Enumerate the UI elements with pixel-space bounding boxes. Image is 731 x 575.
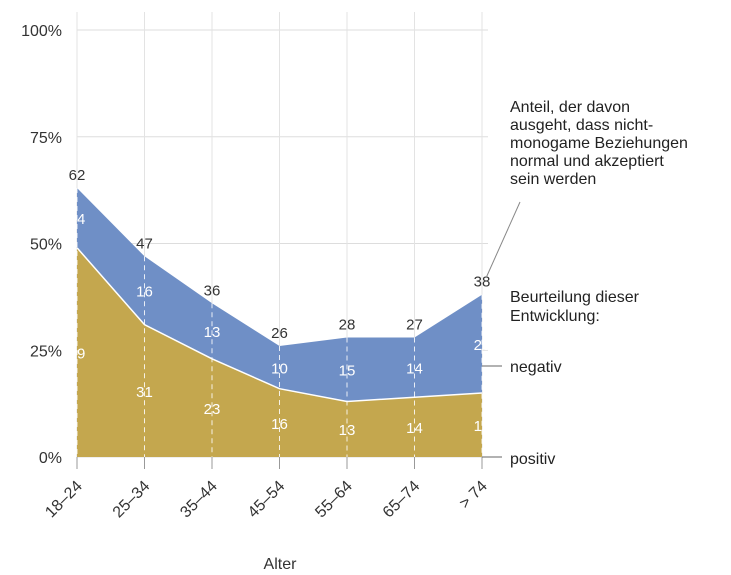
data-labels: 62 14 49 47 16 31 36 13 23 26 10 16 28 15 13 27 14 14 38 23…	[69, 167, 491, 439]
total-label: 38	[474, 274, 491, 291]
positiv-value-label: 14	[406, 420, 423, 437]
total-label: 47	[136, 235, 153, 252]
area-negativ	[77, 187, 482, 402]
negativ-value-label: 13	[204, 324, 221, 341]
total-label: 62	[69, 167, 86, 184]
x-tick-label: 55–64	[312, 478, 356, 522]
total-label: 26	[271, 325, 288, 342]
negativ-value-label: 14	[69, 211, 86, 228]
positiv-value-label: 31	[136, 384, 153, 401]
area-boundary	[76, 247, 483, 403]
legend-positiv-label: positiv	[510, 451, 555, 468]
y-tick-label: 50%	[30, 237, 62, 254]
y-tick-label: 0%	[39, 450, 62, 467]
x-tick-label: 35–44	[177, 478, 221, 522]
positiv-value-label: 13	[339, 422, 356, 439]
area-layer	[76, 187, 483, 457]
total-label: 36	[204, 282, 221, 299]
y-tick-label: 25%	[30, 343, 62, 360]
area-positiv	[77, 247, 482, 457]
x-tick-label: 65–74	[380, 478, 424, 522]
annotation-total-line: sein werden	[510, 171, 596, 188]
annotation-total-line: Anteil, der davon	[510, 99, 630, 116]
x-tick-label: 45–54	[245, 478, 289, 522]
annotation-total-line: ausgeht, dass nicht-	[510, 117, 653, 134]
x-tick-label: > 74	[456, 478, 490, 512]
total-label: 28	[339, 316, 356, 333]
legend-title-line: Beurteilung dieser	[510, 289, 640, 306]
positiv-value-label: 15	[474, 418, 491, 435]
legend-title-line: Entwicklung:	[510, 308, 600, 325]
positiv-value-label: 49	[69, 345, 86, 362]
annotation-total-line: monogame Beziehungen	[510, 135, 688, 152]
negativ-value-label: 16	[136, 283, 153, 300]
annotation-connector	[485, 201, 521, 279]
x-tick-label: 25–34	[110, 478, 154, 522]
negativ-value-label: 15	[339, 362, 356, 379]
x-axis-ticks: 18–24 25–34 35–44 45–54 55–64 65–74 > 74	[42, 457, 491, 521]
annotation-total-line: normal und akzeptiert	[510, 153, 664, 170]
y-tick-label: 75%	[30, 130, 62, 147]
positiv-value-label: 23	[204, 401, 221, 418]
x-axis-title: Alter	[264, 556, 298, 573]
y-tick-label: 100%	[21, 23, 62, 40]
total-label: 27	[406, 316, 423, 333]
y-axis-ticks: 0% 25% 50% 75% 100%	[21, 23, 62, 467]
x-tick-label: 18–24	[42, 478, 86, 522]
negativ-value-label: 23	[474, 337, 491, 354]
negativ-value-label: 14	[406, 360, 423, 377]
negativ-value-label: 10	[271, 360, 288, 377]
positiv-value-label: 16	[271, 416, 288, 433]
category-dashed-lines	[76, 187, 483, 457]
legend-negativ-label: negativ	[510, 359, 562, 376]
